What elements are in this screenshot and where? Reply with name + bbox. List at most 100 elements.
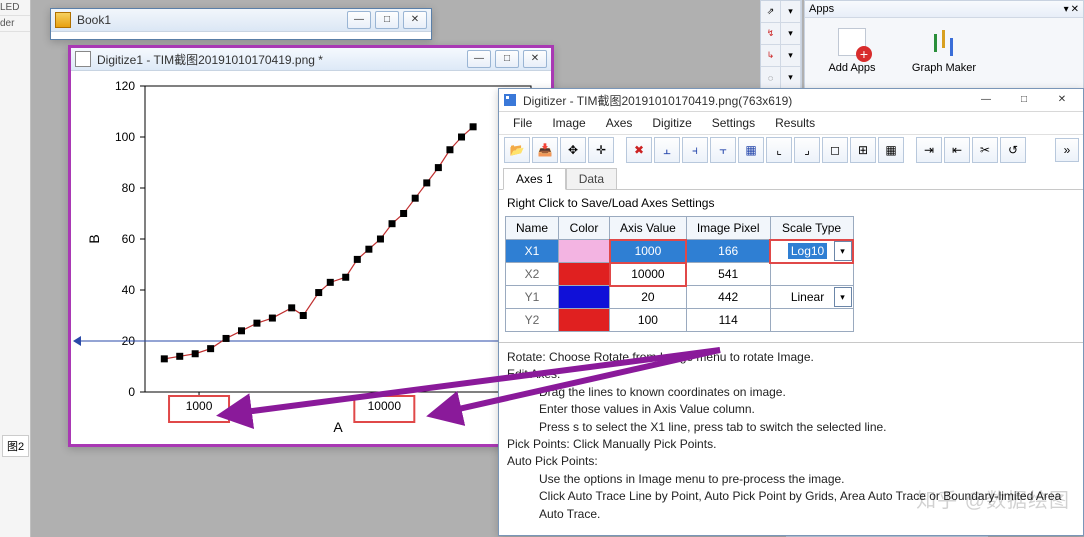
cell-scale-type[interactable]: Linear▾ bbox=[770, 286, 853, 309]
cell-name[interactable]: Y2 bbox=[506, 309, 559, 332]
menu-digitize[interactable]: Digitize bbox=[644, 114, 699, 132]
app-graph-maker[interactable]: Graph Maker bbox=[909, 24, 979, 74]
col-axisvalue[interactable]: Axis Value bbox=[610, 217, 687, 240]
toolbar-chart3-icon[interactable]: ⫟ bbox=[710, 137, 736, 163]
tool-icon[interactable]: ⇗ bbox=[761, 1, 781, 23]
cell-color[interactable] bbox=[559, 240, 610, 263]
table-row[interactable]: Y2 100114 bbox=[506, 309, 854, 332]
cell-scale-type[interactable]: Log10▾ bbox=[770, 240, 853, 263]
minimize-button[interactable]: — bbox=[467, 50, 491, 68]
apps-title: Apps bbox=[809, 3, 834, 15]
cell-image-pixel[interactable]: 541 bbox=[686, 263, 770, 286]
col-name[interactable]: Name bbox=[506, 217, 559, 240]
svg-text:40: 40 bbox=[122, 283, 136, 297]
dropdown-icon[interactable]: ▾ bbox=[781, 67, 801, 89]
tool-icon[interactable]: ↳ bbox=[761, 45, 781, 67]
toolbar-pick-icon[interactable]: ✥ bbox=[560, 137, 586, 163]
toolbar-open-icon[interactable]: 📂 bbox=[504, 137, 530, 163]
dropdown-icon[interactable]: ▾ bbox=[781, 45, 801, 67]
instr-line: Auto Pick Points: bbox=[507, 453, 1075, 470]
toolbar-expand-icon[interactable]: » bbox=[1055, 138, 1079, 162]
tool-icon[interactable]: ↯ bbox=[761, 23, 781, 45]
dropdown-icon[interactable]: ▾ bbox=[834, 241, 852, 261]
window-title: Digitizer - TIM截图20191010170419.png(763x… bbox=[523, 92, 792, 109]
menu-file[interactable]: File bbox=[505, 114, 540, 132]
instructions: Rotate: Choose Rotate from Image menu to… bbox=[499, 342, 1083, 529]
cell-name[interactable]: X1 bbox=[506, 240, 559, 263]
tool-icon[interactable]: ◌ bbox=[761, 67, 781, 89]
cell-axis-value[interactable]: 20 bbox=[610, 286, 687, 309]
toolbar: 📂 📥 ✥ ✛ ✖ ⫠ ⫞ ⫟ ▦ ⌞ ⌟ ◻ ⊞ ▦ ⇥ ⇤ ✂ ↺ » bbox=[499, 134, 1083, 165]
plot-area[interactable]: 020406080100120100010000AB bbox=[71, 71, 551, 443]
dropdown-icon[interactable]: ▾ bbox=[781, 23, 801, 45]
toolbar-zoom1-icon[interactable]: ⌞ bbox=[766, 137, 792, 163]
cell-image-pixel[interactable]: 114 bbox=[686, 309, 770, 332]
cell-scale-type[interactable] bbox=[770, 263, 853, 286]
cell-name[interactable]: Y1 bbox=[506, 286, 559, 309]
menu-image[interactable]: Image bbox=[544, 114, 593, 132]
maximize-button[interactable]: □ bbox=[495, 50, 519, 68]
axes-table[interactable]: Name Color Axis Value Image Pixel Scale … bbox=[505, 216, 854, 332]
toolbar-crosshair-icon[interactable]: ✛ bbox=[588, 137, 614, 163]
titlebar[interactable]: Digitizer - TIM截图20191010170419.png(763x… bbox=[499, 89, 1083, 112]
minimize-button[interactable]: — bbox=[969, 90, 1003, 110]
pin-icon[interactable]: ▾ bbox=[1064, 4, 1069, 15]
cell-name[interactable]: X2 bbox=[506, 263, 559, 286]
toolbar-goto2-icon[interactable]: ⇤ bbox=[944, 137, 970, 163]
cell-image-pixel[interactable]: 166 bbox=[686, 240, 770, 263]
cell-axis-value[interactable]: 1000 bbox=[610, 240, 687, 263]
toolbar-chart4-icon[interactable]: ▦ bbox=[738, 137, 764, 163]
dropdown-icon[interactable]: ▾ bbox=[781, 1, 801, 23]
col-scaletype[interactable]: Scale Type bbox=[770, 217, 853, 240]
toolbar-chart1-icon[interactable]: ⫠ bbox=[654, 137, 680, 163]
svg-text:10000: 10000 bbox=[368, 399, 402, 413]
cell-axis-value[interactable]: 100 bbox=[610, 309, 687, 332]
cell-image-pixel[interactable]: 442 bbox=[686, 286, 770, 309]
table-row[interactable]: X1 1000166Log10▾ bbox=[506, 240, 854, 263]
table-row[interactable]: Y1 20442Linear▾ bbox=[506, 286, 854, 309]
cell-color[interactable] bbox=[559, 309, 610, 332]
app-label: Add Apps bbox=[828, 62, 875, 74]
window-digitizer-dialog[interactable]: Digitizer - TIM截图20191010170419.png(763x… bbox=[498, 88, 1084, 536]
cell-color[interactable] bbox=[559, 263, 610, 286]
tab-data[interactable]: Data bbox=[566, 168, 617, 190]
menu-settings[interactable]: Settings bbox=[704, 114, 763, 132]
cell-axis-value[interactable]: 10000 bbox=[610, 263, 687, 286]
close-icon[interactable]: ✕ bbox=[1071, 4, 1079, 15]
toolbar-cut-icon[interactable]: ✂ bbox=[972, 137, 998, 163]
tab-axes1[interactable]: Axes 1 bbox=[503, 168, 566, 190]
window-digitize-plot[interactable]: Digitize1 - TIM截图20191010170419.png * — … bbox=[68, 45, 554, 447]
toolbar-zoom2-icon[interactable]: ⌟ bbox=[794, 137, 820, 163]
toolbar-grid-icon[interactable]: ▦ bbox=[878, 137, 904, 163]
menu-axes[interactable]: Axes bbox=[598, 114, 641, 132]
worksheet-fragment: LED der 图2 bbox=[0, 0, 31, 537]
maximize-button[interactable]: □ bbox=[1007, 90, 1041, 110]
sheet-tab[interactable]: 图2 bbox=[2, 435, 29, 457]
cell-color[interactable] bbox=[559, 286, 610, 309]
maximize-button[interactable]: □ bbox=[375, 11, 399, 29]
close-button[interactable]: ✕ bbox=[523, 50, 547, 68]
titlebar[interactable]: Digitize1 - TIM截图20191010170419.png * — … bbox=[71, 48, 551, 71]
toolbar-undo-icon[interactable]: ↺ bbox=[1000, 137, 1026, 163]
cell-scale-type[interactable] bbox=[770, 309, 853, 332]
dropdown-icon[interactable]: ▾ bbox=[834, 287, 852, 307]
window-title: Digitize1 - TIM截图20191010170419.png * bbox=[97, 51, 323, 68]
toolbar-goto1-icon[interactable]: ⇥ bbox=[916, 137, 942, 163]
instr-line: Edit Axes: bbox=[507, 366, 1075, 383]
workspace: LED der 图2 ⇗▾ ↯▾ ↳▾ ◌▾ Apps ▾ ✕ Add Apps… bbox=[0, 0, 1084, 537]
toolbar-chart2-icon[interactable]: ⫞ bbox=[682, 137, 708, 163]
window-book1[interactable]: Book1 — □ ✕ bbox=[50, 8, 432, 40]
table-row[interactable]: X2 10000541 bbox=[506, 263, 854, 286]
close-button[interactable]: ✕ bbox=[1045, 90, 1079, 110]
toolbar-add-icon[interactable]: ⊞ bbox=[850, 137, 876, 163]
app-add-apps[interactable]: Add Apps bbox=[817, 24, 887, 74]
toolbar-tag-icon[interactable]: ◻ bbox=[822, 137, 848, 163]
toolbar-delete-icon[interactable]: ✖ bbox=[626, 137, 652, 163]
col-color[interactable]: Color bbox=[559, 217, 610, 240]
toolbar-import-icon[interactable]: 📥 bbox=[532, 137, 558, 163]
titlebar[interactable]: Book1 — □ ✕ bbox=[51, 9, 431, 32]
close-button[interactable]: ✕ bbox=[403, 11, 427, 29]
menu-results[interactable]: Results bbox=[767, 114, 823, 132]
minimize-button[interactable]: — bbox=[347, 11, 371, 29]
col-imagepixel[interactable]: Image Pixel bbox=[686, 217, 770, 240]
